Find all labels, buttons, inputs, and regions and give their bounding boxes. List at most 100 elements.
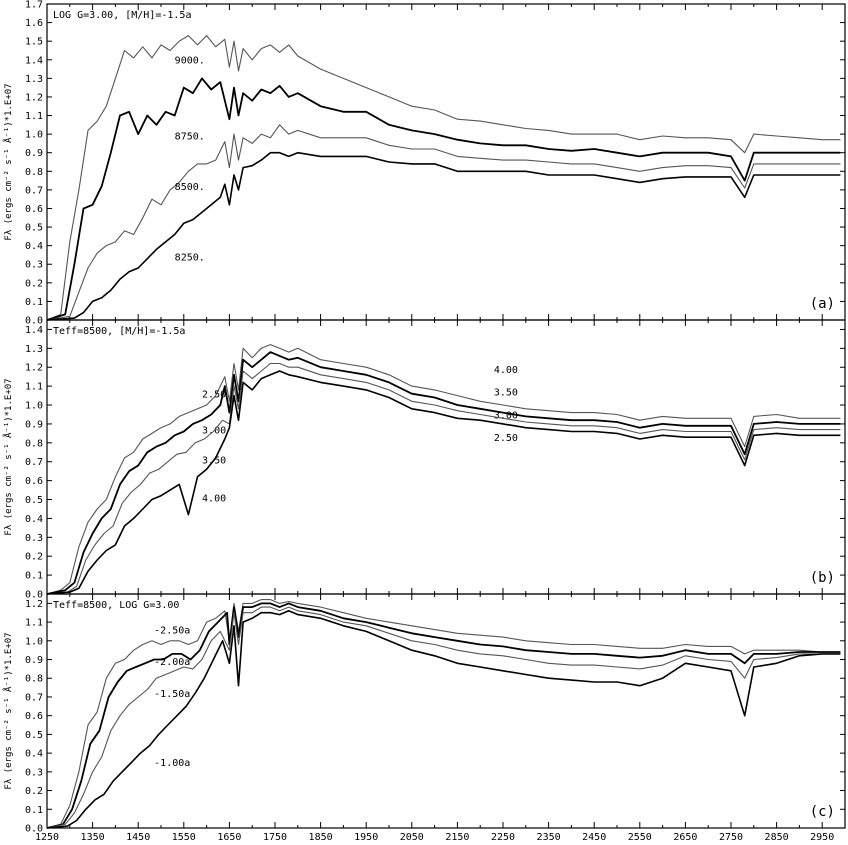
series-line	[46, 610, 841, 829]
panel-1: 0.0 0.1 0.2 0.3 0.4 0.5 0.6 0.7 0.8 0.9 1.0 1.1 1.2 1…	[2, 319, 846, 601]
y-tick-label: 0.1	[25, 571, 43, 582]
series-line	[46, 370, 841, 595]
series-line	[46, 77, 841, 321]
y-tick-label: 0.9	[25, 655, 43, 666]
x-tick-label: 2350	[537, 832, 561, 843]
y-tick-label: 0.4	[25, 241, 43, 252]
y-tick-label: 0.5	[25, 223, 43, 234]
x-tick-label: 2650	[673, 832, 697, 843]
series-label: -1.50a	[154, 689, 190, 700]
series-label: 2.50	[202, 389, 226, 400]
y-tick-label: 1.5	[25, 37, 43, 48]
y-tick-label: 0.7	[25, 692, 43, 703]
y-tick-label: 0.9	[25, 419, 43, 430]
panel-frame	[46, 319, 846, 595]
y-tick-label: 0.2	[25, 552, 43, 563]
y-tick-label: 0.5	[25, 730, 43, 741]
y-tick-label: 0.8	[25, 674, 43, 685]
y-tick-label: 0.3	[25, 533, 43, 544]
series-line	[46, 344, 841, 595]
x-tick-label: 1950	[354, 832, 378, 843]
series-label: 8250.	[175, 253, 205, 264]
series-label: -2.00a	[154, 657, 190, 668]
panel-title: Teff=8500, LOG G=3.00	[53, 600, 179, 611]
x-tick-label: 2250	[491, 832, 515, 843]
y-tick-label: 0.4	[25, 514, 43, 525]
series-label: 2.50	[494, 433, 518, 444]
y-tick-label: 0.7	[25, 457, 43, 468]
y-tick-label: 1.0	[25, 401, 43, 412]
y-tick-label: 1.7	[25, 0, 43, 11]
y-tick-label: 1.0	[25, 130, 43, 141]
series-line	[46, 606, 841, 829]
x-tick-label: 2950	[810, 832, 834, 843]
y-tick-label: 0.0	[25, 824, 43, 835]
y-tick-label: 1.2	[25, 599, 43, 610]
y-tick-label: 0.8	[25, 438, 43, 449]
series-line	[46, 362, 841, 595]
series-line	[46, 351, 841, 595]
y-tick-label: 1.4	[25, 325, 43, 336]
x-tick-label: 2050	[400, 832, 424, 843]
y-axis-label: Fλ (ergs cm⁻² s⁻¹ Å⁻¹)*1.E+07	[2, 83, 14, 240]
y-tick-label: 1.6	[25, 18, 43, 29]
y-axis-label: Fλ (ergs cm⁻² s⁻¹ Å⁻¹)*1.E+07	[2, 378, 14, 535]
y-tick-label: 0.5	[25, 495, 43, 506]
series-label: 8500.	[175, 182, 205, 193]
y-tick-label: 0.1	[25, 805, 43, 816]
x-tick-label: 1650	[217, 832, 241, 843]
x-tick-label: 1550	[172, 832, 196, 843]
x-tick-label: 1750	[263, 832, 287, 843]
series-label: -2.50a	[154, 625, 190, 636]
x-tick-label: 2850	[765, 832, 789, 843]
y-tick-label: 1.2	[25, 92, 43, 103]
x-tick-label: 2450	[582, 832, 606, 843]
y-tick-label: 1.1	[25, 382, 43, 393]
panel-label: (b)	[810, 570, 835, 586]
y-tick-label: 1.3	[25, 344, 43, 355]
series-label: 4.00	[202, 493, 226, 504]
panel-label: (c)	[810, 804, 835, 820]
y-tick-label: 0.4	[25, 749, 43, 760]
x-tick-label: 1350	[81, 832, 105, 843]
panel-0: 0.0 0.1 0.2 0.3 0.4 0.5 0.6 0.7 0.8 0.9 1.0 1.1 1.2 1…	[2, 0, 846, 327]
y-tick-label: 0.6	[25, 711, 43, 722]
x-tick-label: 1850	[309, 832, 333, 843]
x-tick-label: 1450	[126, 832, 150, 843]
panel-title: Teff=8500, [M/H]=-1.5a	[53, 326, 185, 337]
series-label: 4.00	[494, 365, 518, 376]
y-tick-label: 1.1	[25, 618, 43, 629]
series-line	[46, 124, 841, 321]
series-line	[46, 151, 841, 321]
y-tick-label: 0.0	[25, 590, 43, 601]
panel-frame	[46, 593, 846, 829]
y-tick-label: 1.2	[25, 363, 43, 374]
y-tick-label: 0.1	[25, 297, 43, 308]
y-tick-label: 0.2	[25, 278, 43, 289]
panel-2: 0.0 0.1 0.2 0.3 0.4 0.5 0.6 0.7 0.8 0.9 1.0 1.1 1.2 1…	[2, 593, 846, 843]
x-tick-label: 2750	[719, 832, 743, 843]
x-tick-label: 2150	[445, 832, 469, 843]
x-tick-label: 1250	[35, 832, 59, 843]
y-tick-label: 1.0	[25, 636, 43, 647]
series-line	[46, 599, 841, 829]
series-label: 8750.	[175, 132, 205, 143]
y-tick-label: 0.6	[25, 476, 43, 487]
y-tick-label: 0.9	[25, 148, 43, 159]
y-tick-label: 0.8	[25, 167, 43, 178]
y-tick-label: 0.2	[25, 786, 43, 797]
y-axis-label: Fλ (ergs cm⁻² s⁻¹ Å⁻¹)*1.E+07	[2, 632, 14, 789]
series-label: 9000.	[175, 55, 205, 66]
y-tick-label: 0.7	[25, 185, 43, 196]
y-tick-label: 0.0	[25, 316, 43, 327]
series-label: 3.00	[494, 410, 518, 421]
y-tick-label: 0.6	[25, 204, 43, 215]
x-tick-label: 2550	[628, 832, 652, 843]
y-tick-label: 1.4	[25, 55, 43, 66]
y-tick-label: 0.3	[25, 260, 43, 271]
panel-title: LOG G=3.00, [M/H]=-1.5a	[53, 10, 191, 21]
panel-label: (a)	[810, 296, 835, 312]
series-label: 3.50	[494, 388, 518, 399]
panel-frame	[46, 3, 846, 321]
